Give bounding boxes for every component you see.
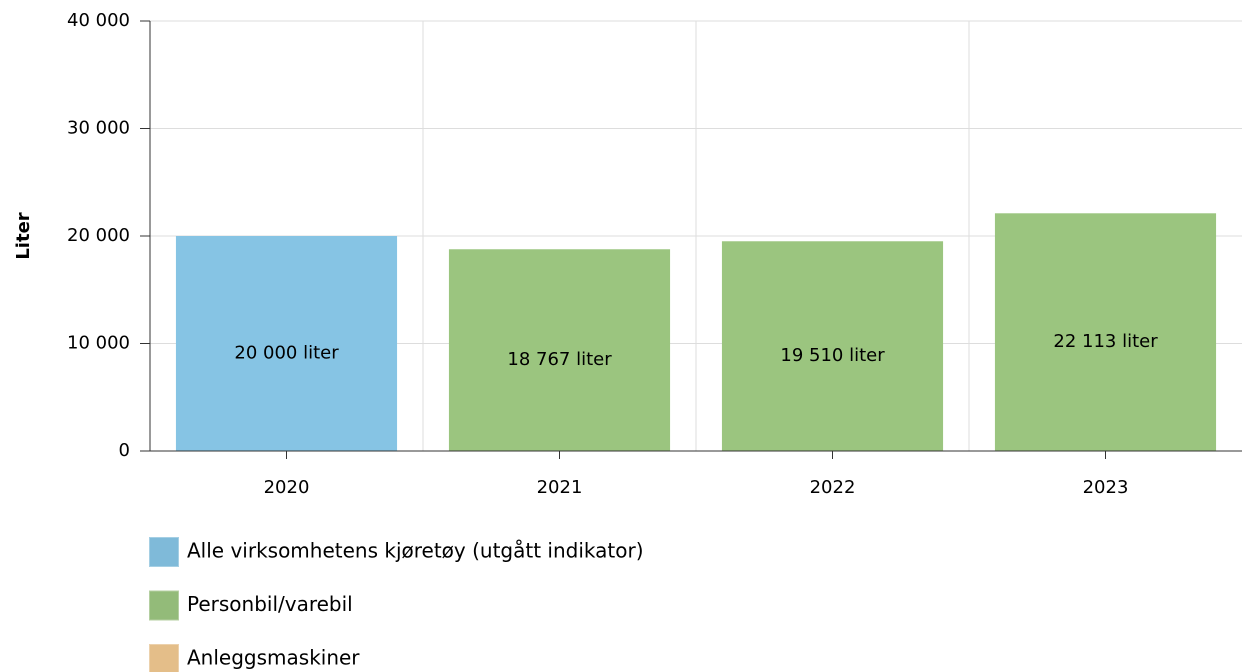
data-label: 19 510 liter [780, 345, 885, 366]
y-axis-title: Liter [13, 212, 34, 259]
x-tick-label: 2023 [1083, 477, 1129, 498]
x-tick-label: 2021 [537, 477, 583, 498]
y-tick-label: 10 000 [67, 333, 130, 354]
legend-label: Alle virksomhetens kjøretøy (utgått indi… [187, 539, 644, 563]
x-tick-label: 2022 [810, 477, 856, 498]
y-tick-label: 0 [119, 440, 130, 461]
data-label: 20 000 liter [234, 343, 339, 364]
y-tick-label: 20 000 [67, 225, 130, 246]
legend-label: Personbil/varebil [187, 592, 353, 616]
y-tick-label: 40 000 [67, 10, 130, 31]
data-label: 22 113 liter [1053, 331, 1158, 352]
legend-swatch [149, 644, 179, 672]
bar [175, 236, 398, 451]
x-tick-label: 2020 [264, 477, 310, 498]
bar [448, 249, 671, 451]
bar [721, 241, 944, 451]
bar [994, 213, 1217, 451]
legend-swatch [149, 537, 179, 567]
y-tick-label: 30 000 [67, 118, 130, 139]
legend-swatch [149, 590, 179, 621]
data-label: 18 767 liter [507, 349, 612, 370]
legend-label: Anleggsmaskiner [187, 646, 360, 670]
